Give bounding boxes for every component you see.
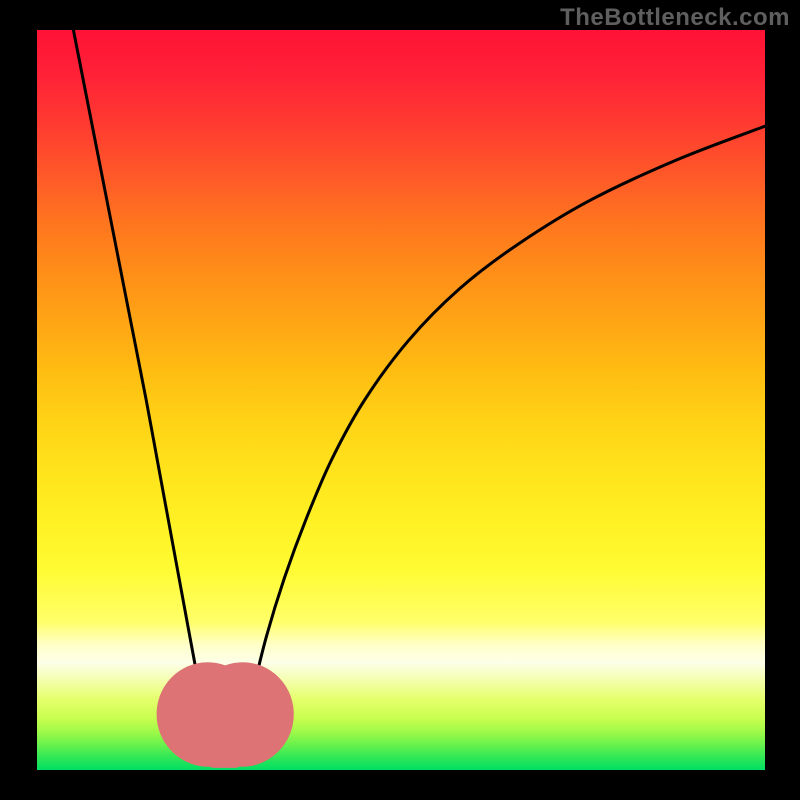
watermark-text: TheBottleneck.com — [560, 4, 790, 32]
highlight-band — [204, 747, 244, 767]
stage: TheBottleneck.com — [0, 0, 800, 800]
bottleneck-chart — [37, 30, 765, 770]
